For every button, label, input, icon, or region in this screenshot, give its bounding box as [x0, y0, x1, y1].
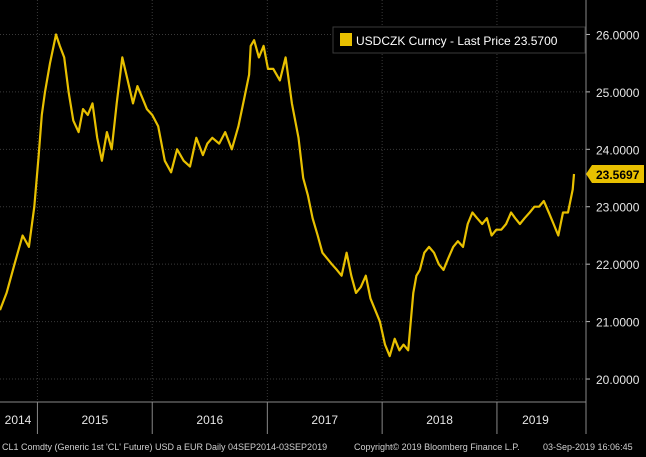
y-tick-label: 25.0000	[596, 86, 640, 100]
legend-box	[332, 26, 586, 54]
y-tick-label: 26.0000	[596, 28, 640, 42]
series-layer	[0, 33, 576, 358]
usdczk-price-line	[0, 33, 576, 358]
footer-copyright: Copyright© 2019 Bloomberg Finance L.P.	[354, 442, 520, 452]
last-price-tag-shape	[586, 165, 644, 184]
x-tick-label: 2018	[426, 413, 453, 427]
legend-label: USDCZK Curncy - Last Price 23.5700	[356, 34, 558, 48]
y-tick-label: 23.0000	[596, 201, 640, 215]
axis-labels: 20.0000 21.0000 22.0000 23.0000 24.0000 25.00…	[5, 28, 640, 427]
y-tick-label: 22.0000	[596, 258, 640, 272]
footer-timestamp: 03-Sep-2019 16:06:45	[543, 442, 633, 452]
last-price-tag-label: 23.5697	[596, 168, 640, 182]
last-price-tag: 23.5697	[586, 165, 644, 184]
x-tick-label: 2014	[5, 413, 32, 427]
legend-swatch	[340, 33, 352, 46]
x-tick-label: 2016	[196, 413, 223, 427]
legend: USDCZK Curncy - Last Price 23.5700	[332, 26, 586, 54]
x-tick-label: 2015	[81, 413, 108, 427]
x-tick-label: 2019	[522, 413, 549, 427]
footer-source: CL1 Comdty (Generic 1st 'CL' Future) USD…	[2, 442, 328, 452]
axes	[0, 0, 590, 434]
y-tick-label: 20.0000	[596, 373, 640, 387]
x-tick-label: 2017	[311, 413, 338, 427]
y-tick-label: 21.0000	[596, 316, 640, 330]
y-tick-label: 24.0000	[596, 143, 640, 157]
